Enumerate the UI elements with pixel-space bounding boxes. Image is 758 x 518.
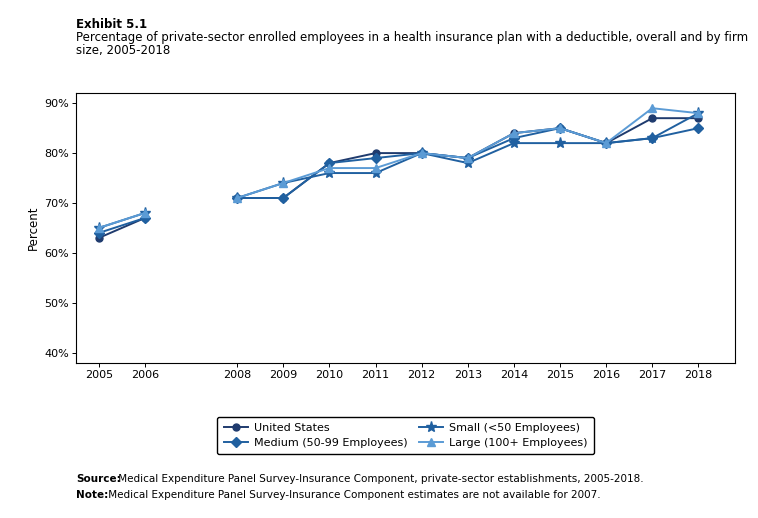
Text: Exhibit 5.1: Exhibit 5.1 [76,18,147,31]
Text: Medical Expenditure Panel Survey-Insurance Component, private-sector establishme: Medical Expenditure Panel Survey-Insuran… [115,474,644,484]
Legend: United States, Medium (50-99 Employees), Small (<50 Employees), Large (100+ Empl: United States, Medium (50-99 Employees),… [218,416,594,454]
Text: Source:: Source: [76,474,121,484]
Text: Medical Expenditure Panel Survey-Insurance Component estimates are not available: Medical Expenditure Panel Survey-Insuran… [105,490,600,499]
Y-axis label: Percent: Percent [27,206,40,250]
Text: Note:: Note: [76,490,108,499]
Text: size, 2005-2018: size, 2005-2018 [76,44,170,57]
Text: Percentage of private-sector enrolled employees in a health insurance plan with : Percentage of private-sector enrolled em… [76,31,748,44]
